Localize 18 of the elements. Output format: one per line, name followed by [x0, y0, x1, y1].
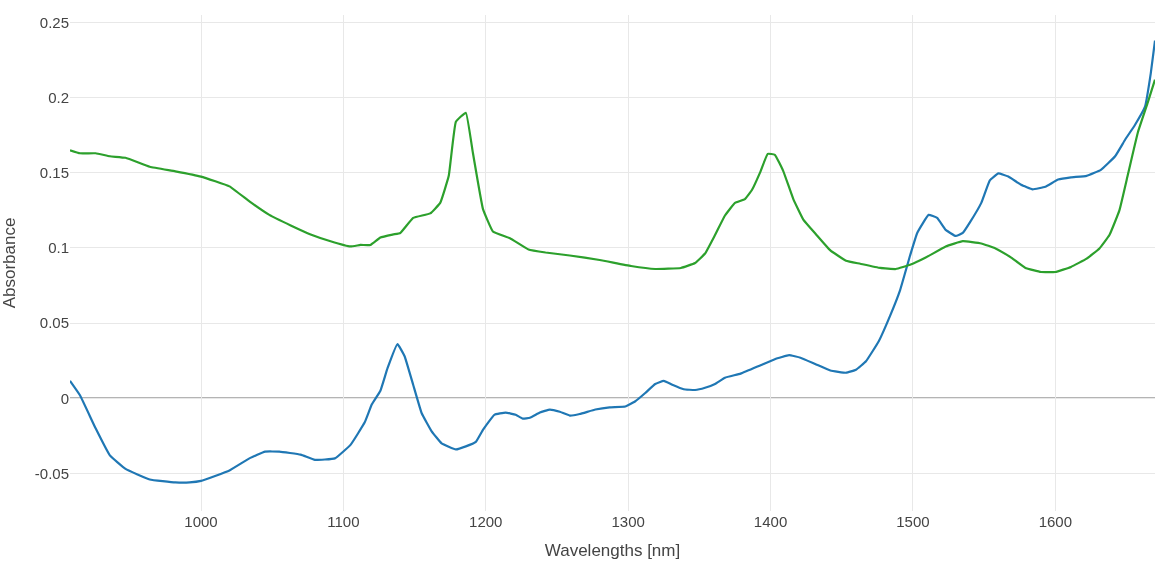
- x-tick-label: 1000: [184, 513, 218, 530]
- y-tick-label: 0.05: [39, 314, 69, 332]
- x-axis-title: Wavelengths [nm]: [544, 541, 681, 561]
- x-tick-label: 1400: [753, 513, 788, 530]
- y-tick-label: 0.1: [48, 239, 69, 257]
- y-axis-title: Absorbance: [0, 217, 19, 309]
- x-tick-label: 1100: [327, 513, 360, 530]
- line-series: [70, 39, 1155, 484]
- x-tick-label: 1300: [611, 513, 645, 530]
- y-tick-label: 0.15: [39, 164, 69, 182]
- y-tick-label: 0: [60, 389, 69, 407]
- line-series: [70, 78, 1155, 274]
- x-tick-label: 1600: [1038, 513, 1073, 530]
- y-tick-label: 0.2: [48, 88, 69, 106]
- y-tick-label: -0.05: [34, 464, 69, 482]
- x-tick-label: 1200: [469, 513, 503, 530]
- x-tick-label: 1500: [896, 513, 930, 530]
- y-tick-label: 0.25: [39, 13, 69, 31]
